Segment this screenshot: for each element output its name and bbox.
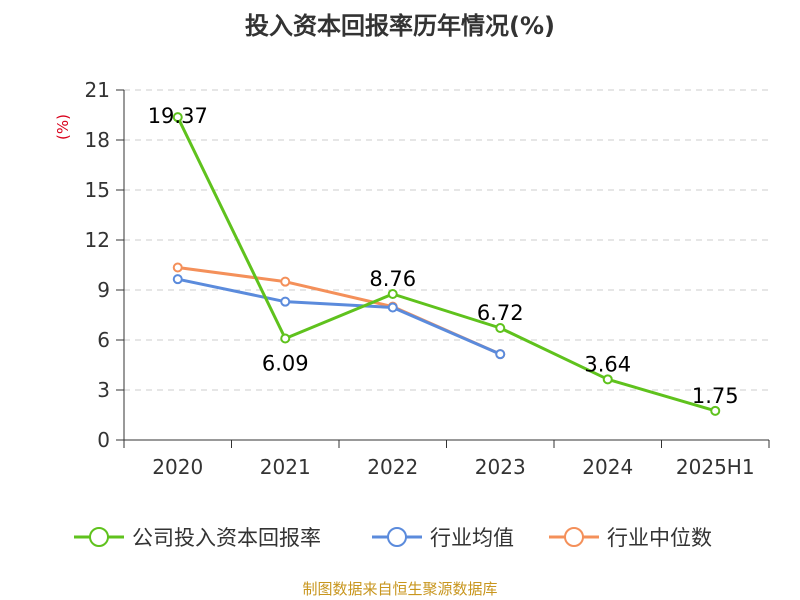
legend-marker (564, 527, 584, 547)
legend-label: 行业中位数 (607, 526, 712, 550)
data-label: 1.75 (692, 384, 739, 408)
legend-marker (89, 527, 109, 547)
x-tick-label: 2020 (152, 455, 203, 479)
data-point (280, 333, 291, 344)
series-line (177, 266, 501, 356)
x-tick-labels: 2020 2021 2022 2023 2024 2025H1 (152, 455, 754, 479)
axes (116, 89, 770, 448)
y-tick-label: 0 (97, 428, 110, 452)
y-tick-label: 3 (97, 378, 110, 402)
grid-lines (124, 89, 769, 391)
series-2 (172, 262, 506, 360)
data-label: 6.09 (262, 352, 309, 376)
data-label: 8.76 (369, 267, 416, 291)
y-tick-label: 18 (85, 128, 110, 152)
x-tick-label: 2024 (582, 455, 633, 479)
source-note: 制图数据来自恒生聚源数据库 (302, 580, 497, 598)
chart-title: 投入资本回报率历年情况(%) (245, 12, 555, 40)
legend-label: 行业均值 (430, 526, 514, 550)
data-point (495, 349, 506, 360)
data-point (602, 374, 613, 385)
data-point (172, 112, 183, 123)
y-tick-label: 12 (85, 228, 110, 252)
data-point (710, 405, 721, 416)
x-tick-label: 2021 (260, 455, 311, 479)
series-1 (172, 274, 506, 360)
series-group (172, 112, 721, 416)
data-point (172, 262, 183, 273)
x-tick-label: 2022 (367, 455, 418, 479)
legend-label: 公司投入资本回报率 (132, 526, 321, 550)
series-line (177, 277, 501, 356)
data-point (495, 323, 506, 333)
data-point (280, 276, 291, 287)
y-tick-label: 21 (85, 78, 110, 102)
series-0 (172, 112, 721, 416)
series-line (176, 116, 716, 413)
y-tick-label: 9 (97, 278, 110, 302)
legend-item: 行业均值 (372, 526, 514, 550)
x-tick-label: 2025H1 (676, 455, 755, 479)
data-label: 19.37 (148, 104, 208, 128)
y-tick-label: 6 (97, 328, 110, 352)
legend-item: 行业中位数 (549, 526, 712, 550)
y-axis-label: (%) (54, 114, 72, 140)
x-tick-label: 2023 (475, 455, 526, 479)
y-tick-labels: 0 3 6 9 12 15 18 21 (85, 78, 110, 452)
data-point (387, 302, 398, 313)
legend: 公司投入资本回报率 行业均值 行业中位数 (74, 526, 712, 550)
data-point (280, 296, 291, 307)
data-label: 3.64 (584, 352, 631, 376)
data-point (387, 289, 398, 299)
data-point (172, 274, 183, 285)
legend-item: 公司投入资本回报率 (74, 526, 321, 550)
data-labels: 19.37 6.09 8.76 6.72 3.64 1.75 (148, 104, 739, 408)
data-label: 6.72 (477, 301, 524, 325)
y-tick-label: 15 (85, 178, 110, 202)
legend-marker (387, 527, 407, 547)
